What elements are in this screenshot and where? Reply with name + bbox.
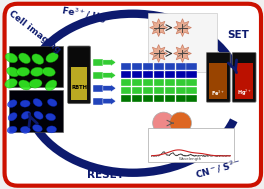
FancyBboxPatch shape xyxy=(132,79,142,86)
Text: Wavelength: Wavelength xyxy=(179,157,202,161)
FancyBboxPatch shape xyxy=(143,87,153,94)
Ellipse shape xyxy=(7,126,17,133)
Text: Hg$^{2+}$: Hg$^{2+}$ xyxy=(237,88,252,98)
FancyBboxPatch shape xyxy=(143,63,153,70)
FancyBboxPatch shape xyxy=(69,47,89,67)
FancyBboxPatch shape xyxy=(121,71,131,78)
FancyArrow shape xyxy=(103,98,116,105)
Text: 1: 1 xyxy=(113,60,116,65)
FancyBboxPatch shape xyxy=(154,87,164,94)
FancyBboxPatch shape xyxy=(176,63,186,70)
Text: SET: SET xyxy=(227,30,249,40)
FancyBboxPatch shape xyxy=(186,95,197,102)
Text: 1: 1 xyxy=(113,99,116,104)
FancyArrow shape xyxy=(103,85,116,92)
FancyBboxPatch shape xyxy=(164,79,175,86)
FancyBboxPatch shape xyxy=(71,67,87,100)
FancyBboxPatch shape xyxy=(148,13,217,72)
Ellipse shape xyxy=(46,113,55,121)
FancyBboxPatch shape xyxy=(143,95,153,102)
FancyBboxPatch shape xyxy=(176,87,186,94)
FancyBboxPatch shape xyxy=(154,63,164,70)
FancyBboxPatch shape xyxy=(121,63,131,70)
FancyBboxPatch shape xyxy=(176,71,186,78)
Ellipse shape xyxy=(17,67,30,76)
Text: 1: 1 xyxy=(113,73,116,78)
FancyBboxPatch shape xyxy=(154,79,164,86)
Ellipse shape xyxy=(47,126,56,133)
Ellipse shape xyxy=(8,113,17,121)
Ellipse shape xyxy=(31,67,44,76)
FancyBboxPatch shape xyxy=(154,95,164,102)
Text: CN$^-$/ S$^{2-}$: CN$^-$/ S$^{2-}$ xyxy=(194,157,243,181)
FancyBboxPatch shape xyxy=(164,63,175,70)
FancyBboxPatch shape xyxy=(132,71,142,78)
Ellipse shape xyxy=(20,126,30,133)
FancyBboxPatch shape xyxy=(186,87,197,94)
Ellipse shape xyxy=(34,111,43,119)
Ellipse shape xyxy=(19,53,30,64)
FancyBboxPatch shape xyxy=(164,87,175,94)
FancyBboxPatch shape xyxy=(93,85,103,92)
FancyArrow shape xyxy=(103,59,116,66)
FancyBboxPatch shape xyxy=(132,95,142,102)
FancyBboxPatch shape xyxy=(121,87,131,94)
Text: Fe$^{3+}$: Fe$^{3+}$ xyxy=(211,89,225,98)
Ellipse shape xyxy=(32,54,44,64)
Ellipse shape xyxy=(45,80,57,91)
Polygon shape xyxy=(150,19,168,37)
FancyBboxPatch shape xyxy=(8,46,63,87)
Ellipse shape xyxy=(8,100,17,108)
Polygon shape xyxy=(173,19,191,37)
FancyBboxPatch shape xyxy=(235,64,253,99)
FancyBboxPatch shape xyxy=(143,71,153,78)
FancyBboxPatch shape xyxy=(164,95,175,102)
Ellipse shape xyxy=(32,125,42,132)
Text: Fe$^{3+}$/ Hg$^{2+}$: Fe$^{3+}$/ Hg$^{2+}$ xyxy=(60,4,118,28)
FancyBboxPatch shape xyxy=(148,128,234,162)
Ellipse shape xyxy=(29,79,42,88)
FancyBboxPatch shape xyxy=(132,87,142,94)
FancyArrow shape xyxy=(103,72,116,79)
FancyBboxPatch shape xyxy=(68,46,91,104)
Ellipse shape xyxy=(5,79,17,88)
FancyBboxPatch shape xyxy=(121,79,131,86)
Ellipse shape xyxy=(19,80,31,90)
Ellipse shape xyxy=(5,53,17,63)
FancyBboxPatch shape xyxy=(164,71,175,78)
Text: 1: 1 xyxy=(113,86,116,91)
Polygon shape xyxy=(150,45,168,62)
Ellipse shape xyxy=(33,99,42,107)
FancyBboxPatch shape xyxy=(154,71,164,78)
FancyBboxPatch shape xyxy=(93,98,103,105)
FancyBboxPatch shape xyxy=(186,71,197,78)
FancyBboxPatch shape xyxy=(4,4,261,186)
Ellipse shape xyxy=(21,111,31,119)
FancyBboxPatch shape xyxy=(8,90,63,132)
FancyBboxPatch shape xyxy=(209,64,227,99)
Ellipse shape xyxy=(48,99,57,106)
Ellipse shape xyxy=(46,53,58,62)
FancyBboxPatch shape xyxy=(121,95,131,102)
Text: RESET: RESET xyxy=(87,170,124,180)
Ellipse shape xyxy=(7,67,19,77)
Ellipse shape xyxy=(43,67,55,76)
FancyBboxPatch shape xyxy=(206,53,230,102)
FancyBboxPatch shape xyxy=(176,79,186,86)
FancyBboxPatch shape xyxy=(93,72,103,79)
FancyBboxPatch shape xyxy=(93,59,103,66)
Text: Cell imaging: Cell imaging xyxy=(7,9,62,55)
Text: RBTH: RBTH xyxy=(71,85,87,90)
FancyBboxPatch shape xyxy=(186,79,197,86)
FancyBboxPatch shape xyxy=(232,53,256,102)
Polygon shape xyxy=(173,45,191,62)
FancyBboxPatch shape xyxy=(176,95,186,102)
Circle shape xyxy=(153,112,175,134)
FancyBboxPatch shape xyxy=(186,63,197,70)
Circle shape xyxy=(169,112,191,134)
FancyBboxPatch shape xyxy=(132,63,142,70)
Ellipse shape xyxy=(20,100,30,107)
FancyBboxPatch shape xyxy=(143,79,153,86)
